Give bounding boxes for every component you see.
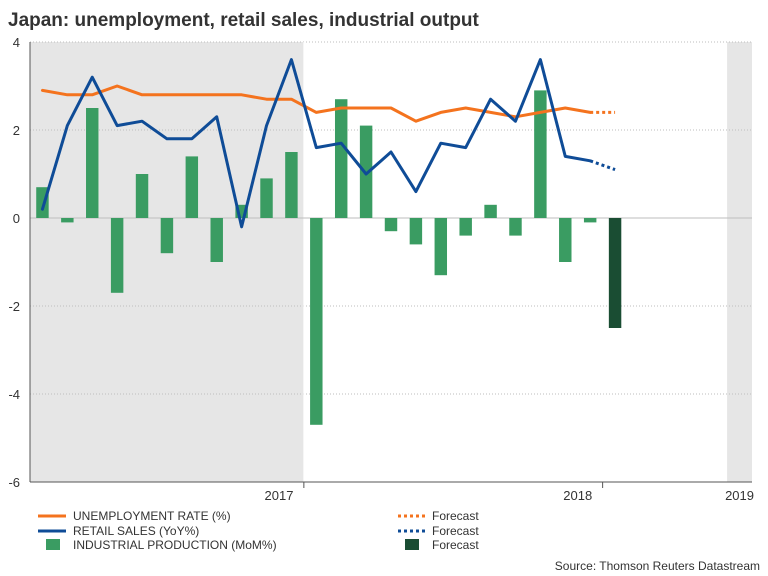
bar-industrial-production (459, 218, 472, 236)
bar-industrial-production (310, 218, 323, 425)
bar-industrial-production (334, 99, 348, 218)
y-axis: 4 2 0 -2 -4 -6 (8, 35, 31, 490)
bar-industrial-production (185, 156, 199, 218)
y-tick-label: 2 (13, 123, 20, 138)
y-tick-label: -6 (8, 475, 20, 490)
bar-industrial-production (160, 218, 174, 254)
bar-industrial-production (110, 218, 124, 293)
x-year-label: 2018 (563, 488, 592, 503)
legend-forecast-label: Forecast (432, 524, 479, 538)
line-retail-forecast (589, 159, 616, 172)
legend-forecast-label: Forecast (432, 509, 479, 523)
bar-industrial-production (484, 204, 497, 218)
bar-industrial-production (285, 152, 298, 218)
bar-industrial-production (135, 174, 149, 218)
x-axis: 2017 2018 2019 (30, 481, 754, 503)
x-year-label: 2019 (725, 488, 754, 503)
chart-title: Japan: unemployment, retail sales, indus… (8, 10, 480, 31)
bar-industrial-production (509, 218, 522, 236)
legend-item-2: INDUSTRIAL PRODUCTION (MoM%) Forecast (46, 538, 479, 552)
bar-industrial-production (434, 218, 448, 276)
plot-area (30, 41, 752, 483)
bar-industrial-production (210, 218, 223, 262)
bar-industrial-production-forecast (608, 218, 622, 328)
legend-label: INDUSTRIAL PRODUCTION (MoM%) (73, 538, 277, 552)
line-unemployment (40, 84, 592, 123)
legend-forecast-swatch (405, 539, 419, 550)
bar-industrial-production (409, 218, 423, 245)
legend-forecast-label: Forecast (432, 538, 479, 552)
bar-industrial-production (559, 218, 572, 262)
bar-industrial-production (583, 218, 597, 223)
bar-industrial-production (384, 218, 398, 232)
legend-label: UNEMPLOYMENT RATE (%) (73, 509, 231, 523)
line-retail (40, 58, 592, 229)
bar-industrial-production (86, 108, 99, 218)
shaded-region-1 (727, 42, 752, 482)
source-note: Source: Thomson Reuters Datastream (555, 559, 760, 573)
bar-industrial-production (534, 90, 547, 218)
y-tick-label: 4 (13, 35, 20, 50)
bar-industrial-production (61, 218, 74, 223)
y-tick-label: -4 (8, 387, 20, 402)
y-tick-label: -2 (8, 299, 20, 314)
legend-label: RETAIL SALES (YoY%) (73, 524, 199, 538)
legend-item-1: RETAIL SALES (YoY%) Forecast (38, 524, 479, 538)
bar-industrial-production (260, 178, 273, 218)
legend-item-0: UNEMPLOYMENT RATE (%) Forecast (38, 509, 479, 523)
y-tick-label: 0 (13, 211, 20, 226)
legend-swatch (46, 539, 60, 550)
shaded-region-0 (30, 42, 304, 482)
x-year-label: 2017 (265, 488, 294, 503)
